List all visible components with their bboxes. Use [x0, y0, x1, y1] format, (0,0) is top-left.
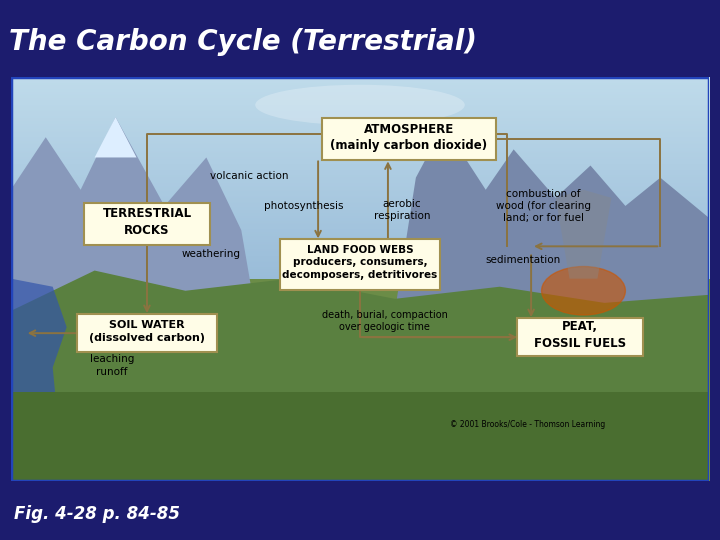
- Text: TERRESTRIAL
ROCKS: TERRESTRIAL ROCKS: [102, 207, 192, 237]
- Text: ATMOSPHERE
(mainly carbon dioxide): ATMOSPHERE (mainly carbon dioxide): [330, 123, 487, 152]
- Text: photosynthesis: photosynthesis: [264, 201, 344, 211]
- Polygon shape: [395, 125, 709, 311]
- Polygon shape: [11, 117, 256, 311]
- Polygon shape: [556, 190, 611, 279]
- Text: aerobic
respiration: aerobic respiration: [374, 199, 430, 221]
- Polygon shape: [11, 271, 709, 481]
- Ellipse shape: [256, 85, 465, 125]
- Text: weathering: weathering: [182, 249, 241, 259]
- FancyBboxPatch shape: [84, 203, 210, 245]
- Text: The Carbon Cycle (Terrestrial): The Carbon Cycle (Terrestrial): [9, 28, 477, 56]
- Text: sedimentation: sedimentation: [486, 255, 561, 266]
- Text: © 2001 Brooks/Cole - Thomson Learning: © 2001 Brooks/Cole - Thomson Learning: [450, 420, 606, 429]
- FancyBboxPatch shape: [322, 118, 496, 160]
- FancyBboxPatch shape: [517, 318, 643, 356]
- Text: Fig. 4-28 p. 84-85: Fig. 4-28 p. 84-85: [14, 505, 181, 523]
- Circle shape: [541, 267, 626, 315]
- Text: PEAT,
FOSSIL FUELS: PEAT, FOSSIL FUELS: [534, 320, 626, 350]
- Polygon shape: [11, 392, 709, 481]
- Polygon shape: [11, 279, 67, 481]
- Text: volcanic action: volcanic action: [210, 171, 288, 181]
- Text: leaching
runoff: leaching runoff: [90, 354, 134, 377]
- Text: combustion of
wood (for clearing
land; or for fuel: combustion of wood (for clearing land; o…: [496, 188, 591, 224]
- FancyBboxPatch shape: [77, 314, 217, 353]
- Text: SOIL WATER
(dissolved carbon): SOIL WATER (dissolved carbon): [89, 320, 205, 342]
- Text: LAND FOOD WEBS
producers, consumers,
decomposers, detritivores: LAND FOOD WEBS producers, consumers, dec…: [282, 245, 438, 280]
- FancyBboxPatch shape: [279, 239, 441, 290]
- Text: death, burial, compaction
over geologic time: death, burial, compaction over geologic …: [322, 310, 447, 332]
- Polygon shape: [94, 117, 137, 158]
